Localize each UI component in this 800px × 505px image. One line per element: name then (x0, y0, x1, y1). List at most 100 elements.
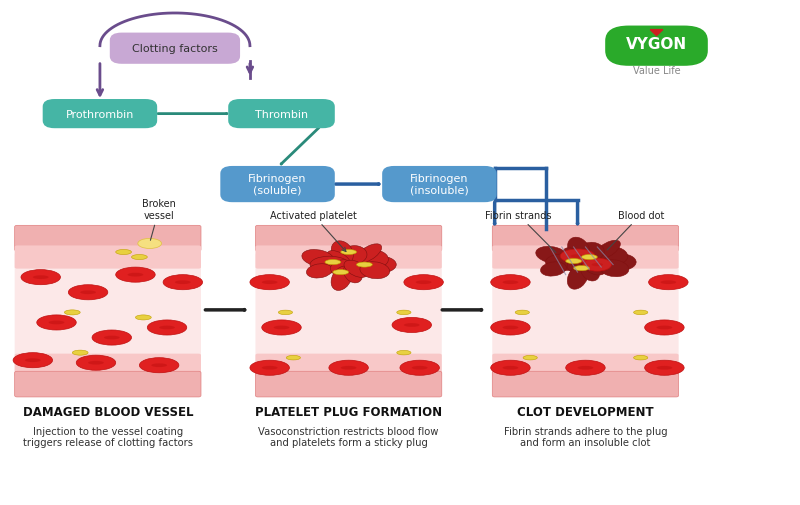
Ellipse shape (661, 281, 676, 284)
Ellipse shape (333, 270, 349, 275)
Ellipse shape (582, 255, 598, 260)
Polygon shape (650, 30, 663, 36)
Ellipse shape (80, 291, 96, 294)
Ellipse shape (116, 250, 131, 255)
Ellipse shape (592, 264, 603, 267)
Ellipse shape (278, 311, 293, 315)
Text: VYGON: VYGON (626, 36, 687, 52)
Text: CLOT DEVELOPMENT: CLOT DEVELOPMENT (517, 406, 654, 419)
Ellipse shape (400, 361, 439, 376)
Ellipse shape (536, 247, 568, 264)
Ellipse shape (355, 244, 382, 264)
Ellipse shape (404, 323, 420, 327)
FancyBboxPatch shape (255, 372, 442, 397)
Ellipse shape (657, 366, 672, 370)
FancyBboxPatch shape (14, 226, 201, 251)
Ellipse shape (147, 320, 186, 335)
Ellipse shape (560, 249, 595, 264)
FancyBboxPatch shape (228, 100, 334, 129)
Text: Fibrinogen
(insoluble): Fibrinogen (insoluble) (410, 174, 469, 195)
Ellipse shape (325, 260, 341, 265)
Ellipse shape (566, 259, 582, 264)
Text: Activated platelet: Activated platelet (270, 211, 357, 252)
Ellipse shape (13, 353, 53, 368)
Text: DAMAGED BLOOD VESSEL: DAMAGED BLOOD VESSEL (22, 406, 193, 419)
FancyBboxPatch shape (492, 254, 678, 377)
Text: Fibrin strands: Fibrin strands (485, 211, 556, 253)
Ellipse shape (490, 361, 530, 376)
Ellipse shape (645, 320, 684, 335)
Ellipse shape (139, 358, 179, 373)
FancyBboxPatch shape (382, 167, 497, 203)
FancyBboxPatch shape (255, 226, 442, 251)
Ellipse shape (341, 366, 357, 370)
Ellipse shape (578, 366, 594, 370)
Ellipse shape (262, 281, 278, 284)
Ellipse shape (574, 266, 590, 271)
Ellipse shape (310, 257, 349, 273)
Ellipse shape (250, 361, 290, 376)
Ellipse shape (523, 356, 538, 360)
Text: Prothrombin: Prothrombin (66, 110, 134, 119)
Ellipse shape (21, 270, 61, 285)
Ellipse shape (567, 258, 592, 274)
Ellipse shape (570, 255, 585, 258)
Ellipse shape (404, 275, 443, 290)
Ellipse shape (412, 366, 427, 370)
Ellipse shape (135, 315, 151, 320)
FancyBboxPatch shape (492, 372, 678, 397)
Ellipse shape (327, 251, 351, 269)
Ellipse shape (581, 259, 606, 276)
Ellipse shape (37, 315, 76, 330)
Text: Broken
vessel: Broken vessel (142, 199, 176, 241)
Text: Thrombin: Thrombin (255, 110, 308, 119)
Ellipse shape (581, 262, 599, 281)
Ellipse shape (567, 265, 588, 290)
Ellipse shape (72, 350, 88, 356)
Text: Clotting factors: Clotting factors (132, 44, 218, 54)
Ellipse shape (302, 250, 334, 267)
Ellipse shape (68, 285, 108, 300)
FancyBboxPatch shape (492, 354, 678, 377)
Ellipse shape (262, 320, 302, 335)
Ellipse shape (634, 311, 648, 315)
Ellipse shape (649, 275, 688, 290)
Ellipse shape (502, 281, 518, 284)
Ellipse shape (502, 366, 518, 370)
Ellipse shape (490, 320, 530, 335)
Ellipse shape (515, 311, 530, 315)
Ellipse shape (127, 273, 143, 277)
FancyBboxPatch shape (605, 26, 708, 67)
Ellipse shape (92, 330, 131, 345)
FancyBboxPatch shape (42, 100, 157, 129)
Ellipse shape (25, 359, 41, 363)
Ellipse shape (657, 326, 672, 330)
FancyBboxPatch shape (14, 254, 201, 377)
Ellipse shape (357, 263, 372, 268)
FancyBboxPatch shape (110, 33, 240, 65)
Ellipse shape (566, 361, 605, 376)
Ellipse shape (274, 326, 290, 330)
Ellipse shape (88, 361, 104, 365)
Ellipse shape (116, 268, 155, 283)
FancyBboxPatch shape (255, 354, 442, 377)
Ellipse shape (329, 361, 368, 376)
Ellipse shape (366, 257, 396, 273)
Text: Vasoconstriction restricts blood flow
and platelets form a sticky plug: Vasoconstriction restricts blood flow an… (258, 426, 438, 447)
Ellipse shape (159, 326, 175, 330)
Ellipse shape (65, 310, 80, 315)
FancyBboxPatch shape (14, 246, 201, 269)
Ellipse shape (175, 281, 190, 284)
Ellipse shape (33, 276, 49, 279)
Text: Value Life: Value Life (633, 66, 680, 76)
Ellipse shape (163, 275, 202, 290)
Ellipse shape (546, 254, 585, 271)
FancyBboxPatch shape (255, 254, 442, 377)
Ellipse shape (606, 255, 636, 271)
Ellipse shape (131, 255, 147, 260)
Ellipse shape (583, 259, 611, 272)
Ellipse shape (360, 262, 390, 279)
Ellipse shape (343, 264, 362, 283)
Ellipse shape (341, 250, 357, 255)
Ellipse shape (563, 248, 587, 266)
